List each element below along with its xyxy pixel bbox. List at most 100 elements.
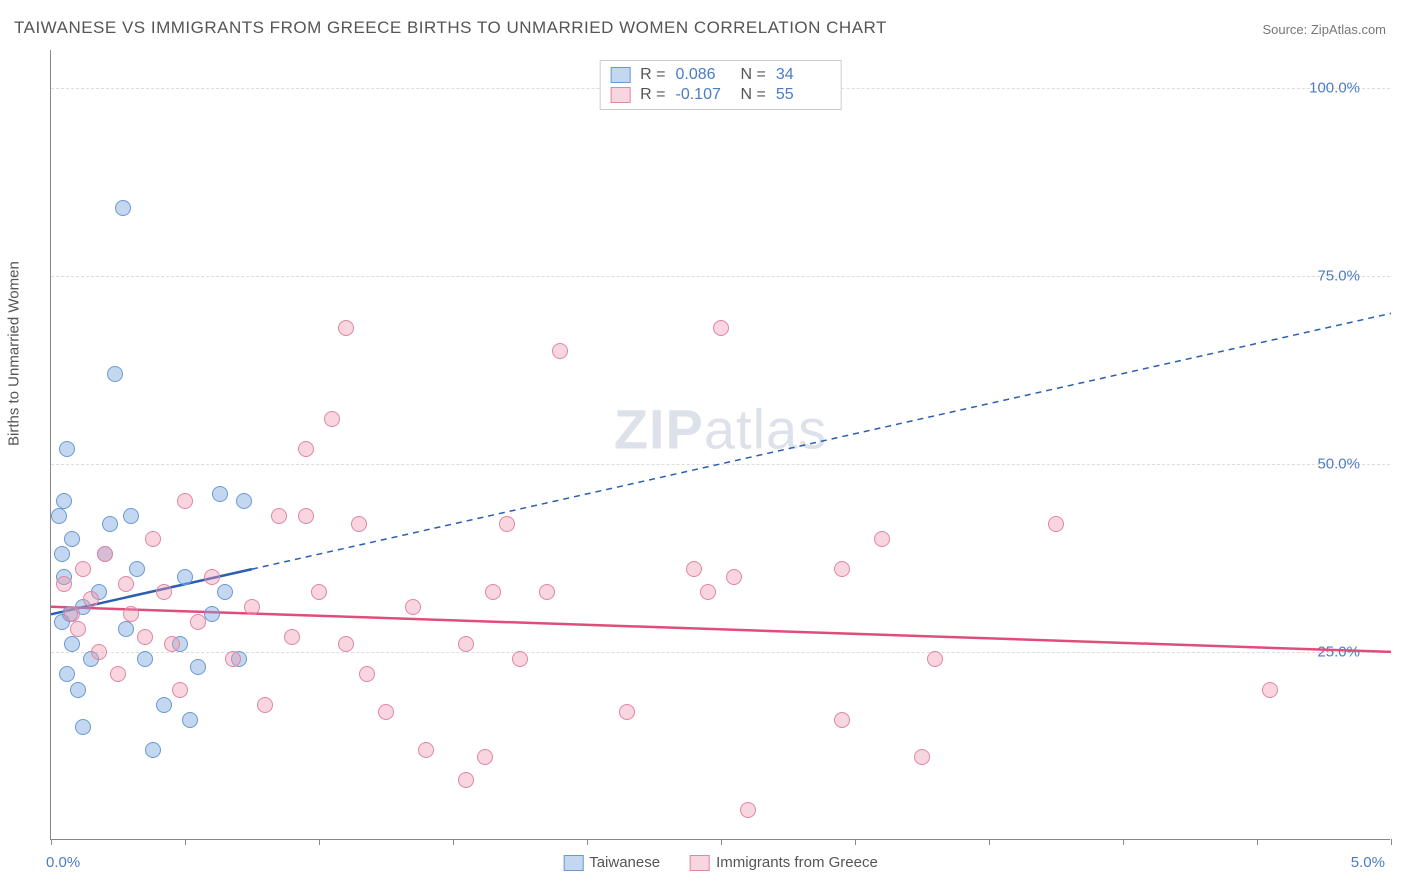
x-label-max: 5.0%: [1351, 854, 1385, 871]
data-point: [700, 584, 716, 600]
data-point: [726, 569, 742, 585]
data-point: [338, 320, 354, 336]
data-point: [512, 651, 528, 667]
data-point: [686, 561, 702, 577]
data-point: [64, 531, 80, 547]
data-point: [499, 516, 515, 532]
legend-swatch: [610, 67, 630, 83]
data-point: [834, 712, 850, 728]
data-point: [145, 742, 161, 758]
data-point: [458, 772, 474, 788]
data-point: [271, 508, 287, 524]
data-point: [70, 682, 86, 698]
legend-item: Immigrants from Greece: [690, 854, 878, 871]
data-point: [182, 712, 198, 728]
data-point: [1048, 516, 1064, 532]
data-point: [129, 561, 145, 577]
x-tick: [1257, 839, 1258, 845]
data-point: [110, 666, 126, 682]
x-tick: [989, 839, 990, 845]
data-point: [539, 584, 555, 600]
y-axis-label: Births to Unmarried Women: [6, 261, 23, 446]
data-point: [145, 531, 161, 547]
x-tick: [587, 839, 588, 845]
data-point: [1262, 682, 1278, 698]
data-point: [64, 606, 80, 622]
legend-swatch: [563, 855, 583, 871]
data-point: [59, 441, 75, 457]
data-point: [236, 493, 252, 509]
data-point: [75, 561, 91, 577]
data-point: [51, 508, 67, 524]
x-tick: [51, 839, 52, 845]
source-label: Source: ZipAtlas.com: [1262, 22, 1386, 37]
data-point: [740, 802, 756, 818]
data-point: [338, 636, 354, 652]
data-point: [102, 516, 118, 532]
data-point: [284, 629, 300, 645]
data-point: [874, 531, 890, 547]
data-point: [418, 742, 434, 758]
data-point: [298, 508, 314, 524]
data-point: [914, 749, 930, 765]
data-point: [351, 516, 367, 532]
data-point: [172, 682, 188, 698]
data-point: [927, 651, 943, 667]
data-point: [324, 411, 340, 427]
legend-swatch: [690, 855, 710, 871]
legend-label: Taiwanese: [589, 854, 660, 871]
data-point: [190, 614, 206, 630]
data-point: [225, 651, 241, 667]
data-point: [378, 704, 394, 720]
data-point: [217, 584, 233, 600]
data-point: [405, 599, 421, 615]
trend-lines: [51, 50, 1390, 839]
data-point: [137, 651, 153, 667]
data-point: [477, 749, 493, 765]
legend-item: Taiwanese: [563, 854, 660, 871]
data-point: [164, 636, 180, 652]
data-point: [115, 200, 131, 216]
data-point: [123, 508, 139, 524]
data-point: [552, 343, 568, 359]
data-point: [91, 644, 107, 660]
data-point: [118, 621, 134, 637]
data-point: [70, 621, 86, 637]
x-tick: [1123, 839, 1124, 845]
data-point: [834, 561, 850, 577]
data-point: [458, 636, 474, 652]
data-point: [212, 486, 228, 502]
data-point: [156, 697, 172, 713]
data-point: [190, 659, 206, 675]
data-point: [56, 493, 72, 509]
data-point: [257, 697, 273, 713]
x-tick: [855, 839, 856, 845]
x-tick: [319, 839, 320, 845]
x-tick: [185, 839, 186, 845]
data-point: [298, 441, 314, 457]
x-tick: [453, 839, 454, 845]
data-point: [97, 546, 113, 562]
data-point: [713, 320, 729, 336]
plot-area: 25.0%50.0%75.0%100.0%0.0%5.0%ZIPatlasR =…: [50, 50, 1390, 840]
data-point: [83, 591, 99, 607]
series-legend: Taiwanese Immigrants from Greece: [563, 854, 878, 871]
data-point: [54, 546, 70, 562]
data-point: [619, 704, 635, 720]
legend-label: Immigrants from Greece: [716, 854, 878, 871]
data-point: [64, 636, 80, 652]
data-point: [107, 366, 123, 382]
data-point: [359, 666, 375, 682]
data-point: [244, 599, 260, 615]
x-tick: [1391, 839, 1392, 845]
correlation-row: R =0.086N =34: [610, 65, 831, 85]
data-point: [137, 629, 153, 645]
data-point: [123, 606, 139, 622]
correlation-row: R =-0.107N =55: [610, 85, 831, 105]
data-point: [75, 719, 91, 735]
data-point: [177, 569, 193, 585]
x-tick: [721, 839, 722, 845]
chart-title: TAIWANESE VS IMMIGRANTS FROM GREECE BIRT…: [14, 18, 887, 38]
data-point: [56, 576, 72, 592]
x-label-min: 0.0%: [46, 854, 80, 871]
